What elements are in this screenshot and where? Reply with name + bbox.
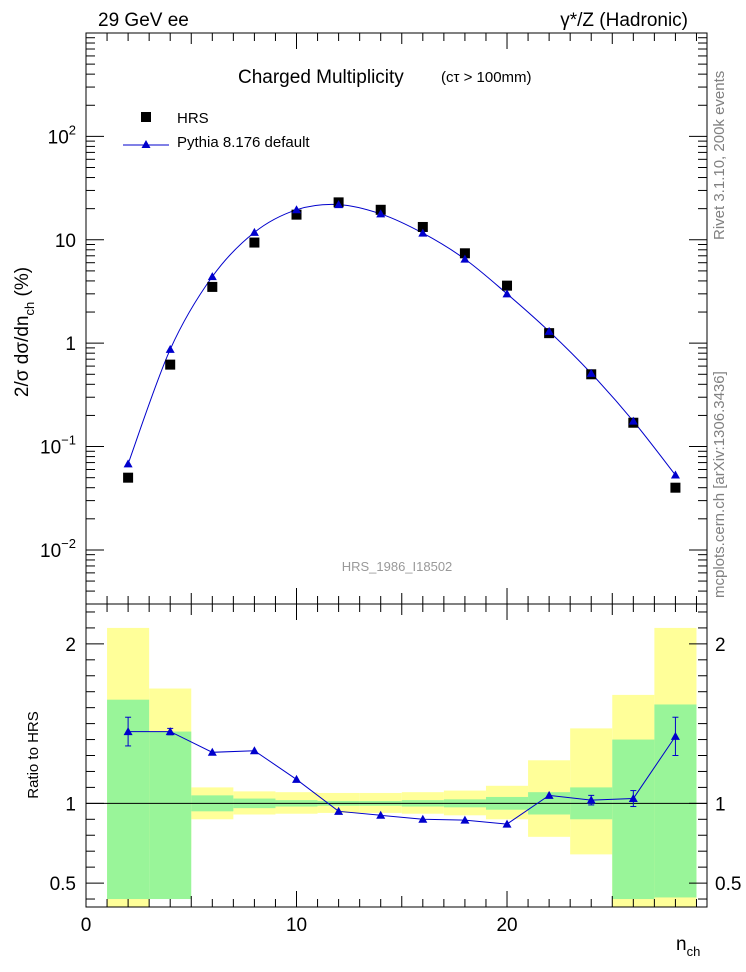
- ratio-point: [123, 727, 133, 736]
- legend-pythia-marker: [141, 140, 151, 148]
- main-y-tick-base: 10: [55, 231, 76, 252]
- ratio-point: [418, 814, 428, 823]
- pythia-point: [334, 200, 344, 209]
- x-axis-label: nch: [676, 934, 700, 959]
- ratio-point: [292, 774, 302, 783]
- main-y-tick-base: 1: [65, 334, 76, 355]
- ratio-green-band: [149, 731, 192, 900]
- pythia-point: [670, 470, 680, 479]
- ratio-x-tick-label: 10: [286, 915, 307, 936]
- main-y-label-sub: ch: [22, 302, 37, 316]
- ratio-point: [165, 727, 175, 736]
- ratio-y-tick-label-right: 2: [715, 635, 726, 656]
- ratio-y-axis-label: Ratio to HRS: [25, 711, 42, 799]
- main-title: Charged Multiplicity: [238, 67, 404, 88]
- pythia-point: [123, 459, 133, 468]
- main-y-tick-label: 10−1: [40, 433, 76, 459]
- x-axis-label-main: n: [676, 934, 687, 955]
- ratio-point: [628, 794, 638, 803]
- ratio-plot: 0.5 0.51 12 20 10 20 Ratio to HRS nch: [25, 603, 741, 959]
- pythia-point: [165, 344, 175, 353]
- side-label-rivet: Rivet 3.1.10, 200k events: [711, 71, 728, 240]
- main-y-tick-base: 10: [40, 438, 61, 459]
- main-subtitle: (cτ > 100mm): [441, 69, 532, 86]
- ratio-point: [502, 819, 512, 828]
- hrs-point: [165, 359, 176, 370]
- x-axis-label-sub: ch: [687, 944, 701, 959]
- ratio-point: [460, 815, 470, 824]
- pythia-point: [586, 368, 596, 377]
- ratio-point: [334, 806, 344, 815]
- ratio-axes-group: 0.5 0.51 12 20 10 20: [50, 603, 741, 936]
- hrs-point: [459, 248, 470, 259]
- pythia-point: [502, 289, 512, 298]
- ratio-y-tick-label: 0.5: [50, 874, 76, 895]
- ratio-point: [544, 790, 554, 799]
- ratio-bands-group: [107, 627, 697, 907]
- ratio-y-tick-label: 1: [65, 794, 76, 815]
- header-right-label: γ*/Z (Hadronic): [560, 10, 688, 31]
- main-y-tick-label: 1: [65, 334, 76, 355]
- main-y-tick-exp: 2: [69, 122, 76, 137]
- ratio-point: [376, 810, 386, 819]
- main-y-label-part3: (%): [12, 267, 33, 302]
- pythia-point: [249, 227, 259, 236]
- main-y-label-part1: 2/σ dσ/dn: [12, 316, 33, 398]
- ratio-point: [670, 731, 680, 740]
- hrs-point: [291, 209, 302, 220]
- main-y-tick-label: 10: [55, 231, 76, 252]
- pythia-point: [544, 326, 554, 335]
- ratio-y-tick-label-right: 1: [715, 794, 726, 815]
- ratio-x-tick-label: 0: [81, 915, 92, 936]
- ratio-line: [128, 731, 676, 825]
- hrs-point: [670, 482, 681, 493]
- header-left-label: 29 GeV ee: [98, 10, 189, 31]
- ratio-point: [249, 746, 259, 755]
- hrs-point: [249, 237, 260, 248]
- side-label-mcplots: mcplots.cern.ch [arXiv:1306.3436]: [711, 371, 728, 598]
- pythia-point: [207, 272, 217, 281]
- main-y-tick-label: 102: [48, 122, 76, 148]
- hrs-point: [502, 280, 513, 291]
- pythia-point: [628, 416, 638, 425]
- ratio-x-tick-label: 20: [496, 915, 517, 936]
- hrs-point: [123, 472, 134, 483]
- main-y-tick-exp: −2: [61, 536, 76, 551]
- ratio-series-group: [123, 716, 680, 828]
- ratio-point: [207, 747, 217, 756]
- main-y-tick-base: 10: [48, 127, 69, 148]
- main-y-tick-base: 10: [40, 541, 61, 562]
- main-legend: HRS Pythia 8.176 default: [123, 110, 310, 151]
- main-y-axis-label: 2/σ dσ/dnch (%): [12, 267, 37, 397]
- hrs-point: [207, 281, 218, 292]
- ratio-green-band: [612, 739, 655, 900]
- pythia-point: [418, 228, 428, 237]
- legend-hrs-marker: [141, 112, 151, 122]
- main-y-tick-label: 10−2: [40, 536, 76, 562]
- pythia-point: [460, 254, 470, 263]
- pythia-line: [127, 203, 676, 476]
- legend-pythia-label: Pythia 8.176 default: [177, 134, 310, 151]
- ratio-y-tick-label-right: 0.5: [715, 874, 741, 895]
- main-series-group: [123, 197, 681, 493]
- main-watermark: HRS_1986_I18502: [342, 559, 453, 574]
- pythia-point: [292, 205, 302, 214]
- ratio-y-tick-label: 2: [65, 635, 76, 656]
- hrs-point: [417, 221, 428, 232]
- main-y-tick-exp: −1: [61, 433, 76, 448]
- ratio-point: [586, 795, 596, 804]
- main-plot: HRS_1986_I18502 Charged Multiplicity (cτ…: [12, 32, 708, 605]
- pythia-point: [376, 209, 386, 218]
- main-title-text: Charged Multiplicity: [238, 67, 404, 88]
- legend-hrs-label: HRS: [177, 110, 209, 127]
